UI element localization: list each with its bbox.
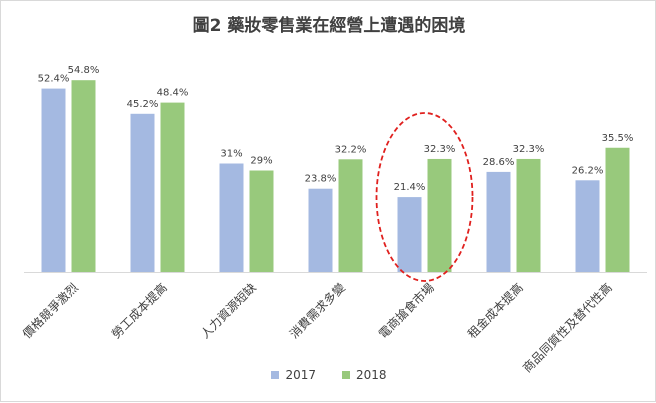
legend-item-2018: 2018 (342, 368, 387, 382)
bar-2018-5 (516, 158, 541, 272)
bar-2017-5 (486, 171, 511, 272)
bar-2017-1 (130, 113, 155, 272)
category-label-5: 租金成本提高 (464, 280, 526, 342)
legend-swatch-2017 (271, 371, 280, 379)
category-label-6: 商品同質性及替代性高 (519, 280, 614, 375)
data-label-2017-5: 28.6% (483, 157, 515, 168)
data-label-2017-2: 31% (220, 149, 242, 160)
bar-2017-6 (575, 180, 600, 272)
legend-swatch-2018 (342, 371, 350, 379)
legend: 2017 2018 (1, 368, 656, 382)
bar-2017-4 (397, 197, 422, 272)
bar-2018-4 (427, 158, 452, 272)
data-label-2018-2: 29% (250, 156, 272, 167)
bar-2018-6 (605, 147, 630, 272)
category-label-1: 勞工成本提高 (108, 280, 170, 342)
data-label-2018-5: 32.3% (513, 144, 545, 155)
data-label-2017-0: 52.4% (38, 74, 70, 85)
category-label-2: 人力資源短缺 (197, 280, 259, 342)
bar-2018-1 (160, 102, 185, 272)
legend-label-2018: 2018 (356, 368, 387, 382)
category-label-0: 價格競爭激烈 (19, 280, 81, 342)
bar-2018-0 (71, 80, 96, 272)
legend-item-2017: 2017 (271, 368, 316, 382)
data-label-2018-3: 32.2% (335, 144, 367, 155)
bar-2017-2 (219, 163, 244, 272)
bar-2018-2 (249, 170, 274, 272)
bar-2017-0 (41, 88, 66, 272)
legend-label-2017: 2017 (285, 368, 316, 382)
category-label-3: 消費需求多變 (286, 280, 348, 342)
data-label-2018-6: 35.5% (602, 133, 634, 144)
data-label-2017-1: 45.2% (127, 99, 159, 110)
data-label-2018-0: 54.8% (68, 65, 100, 76)
data-label-2017-6: 26.2% (572, 165, 604, 176)
data-label-2017-4: 21.4% (394, 182, 426, 193)
category-label-4: 電商搶食市場 (375, 280, 437, 342)
chart-title: 圖2 藥妝零售業在經營上遭遇的困境 (192, 16, 466, 36)
bar-2017-3 (308, 188, 333, 272)
bar-2018-3 (338, 159, 363, 272)
data-label-2018-4: 32.3% (424, 144, 456, 155)
data-label-2017-3: 23.8% (305, 174, 337, 185)
data-label-2018-1: 48.4% (157, 88, 189, 99)
highlight-ellipse (375, 112, 474, 282)
